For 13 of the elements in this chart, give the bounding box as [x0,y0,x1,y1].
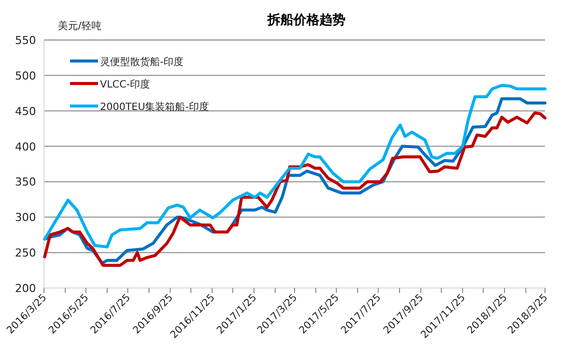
y-tick-label: 300 [15,211,36,224]
y-tick-label: 250 [15,246,36,260]
y-tick-label: 550 [15,34,36,47]
legend-label: 灵便型散货船-印度 [100,56,184,68]
y-tick-label: 450 [15,104,36,118]
y-tick-label: 400 [15,140,36,154]
legend-label: VLCC-印度 [100,78,150,90]
y-tick-label: 350 [15,176,36,189]
y-tick-label: 200 [15,282,36,295]
y-tick-label: 500 [15,69,36,82]
y-axis-title: 美元/轻吨 [58,20,102,32]
chart-title: 拆船价格趋势 [266,12,346,28]
legend-label: 2000TEU集装箱船-印度 [100,101,209,113]
